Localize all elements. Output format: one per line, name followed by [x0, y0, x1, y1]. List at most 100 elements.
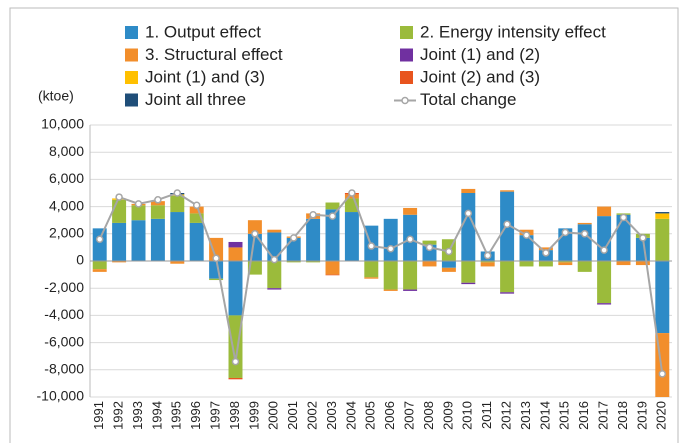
total-marker	[386, 245, 395, 253]
total-marker	[231, 357, 240, 366]
bar-segment	[228, 241, 243, 248]
legend-label: Joint all three	[145, 90, 246, 109]
bar-segment	[577, 224, 592, 261]
x-tick-label: 2002	[305, 401, 320, 430]
legend-swatch	[125, 93, 138, 107]
bar-segment	[209, 278, 224, 281]
total-marker	[464, 209, 473, 218]
y-tick-label: 4,000	[49, 197, 84, 213]
bar-segment	[500, 190, 515, 192]
y-axis-label: (ktoe)	[38, 88, 74, 104]
bar-segment	[170, 261, 185, 264]
bar-segment	[267, 288, 282, 290]
total-marker	[600, 246, 608, 254]
x-tick-label: 1992	[111, 401, 126, 430]
x-tick-label: 2011	[479, 401, 494, 429]
bar-segment	[112, 261, 127, 263]
x-tick-label: 1993	[130, 401, 145, 430]
x-tick-label: 2005	[363, 401, 378, 430]
bar-segment	[267, 229, 282, 233]
bar-segment	[189, 206, 204, 214]
bar-segment	[344, 212, 359, 261]
x-tick-label: 2012	[499, 401, 514, 430]
legend-swatch	[400, 48, 413, 62]
x-tick-label: 2000	[266, 401, 281, 430]
x-tick-label: 2007	[402, 401, 417, 430]
total-marker	[406, 235, 414, 243]
total-marker	[483, 251, 492, 260]
bar-segment	[325, 209, 340, 261]
bar-segment	[189, 213, 204, 223]
bar-segment	[441, 261, 456, 268]
bar-segment	[461, 261, 476, 283]
total-marker	[348, 189, 356, 197]
total-marker	[658, 370, 667, 378]
bar-segment	[519, 261, 534, 267]
bar-segment	[655, 218, 670, 261]
bar-segment	[247, 220, 262, 234]
total-marker	[212, 254, 220, 263]
total-marker	[367, 242, 376, 250]
bar-segment	[538, 261, 553, 267]
bar-segment	[441, 267, 456, 272]
bar-segment	[597, 261, 612, 304]
bar-segment	[538, 247, 553, 251]
legend-label: 3. Structural effect	[145, 45, 283, 64]
bar-segment	[655, 261, 670, 334]
total-marker	[522, 231, 531, 239]
total-marker	[251, 230, 259, 238]
y-tick-label: 2,000	[49, 225, 84, 241]
x-tick-label: 2016	[576, 401, 591, 430]
total-marker	[445, 247, 453, 256]
bar-segment	[519, 235, 534, 261]
bar-segment	[383, 218, 398, 261]
total-marker	[173, 189, 182, 197]
bar-segment	[597, 216, 612, 261]
bar-segment	[112, 199, 127, 223]
bar-segment	[616, 261, 631, 266]
bar-segment	[247, 261, 262, 275]
bar-segment	[383, 289, 398, 291]
legend-swatch	[400, 26, 413, 39]
bar-segment	[577, 222, 592, 225]
x-tick-label: 2008	[421, 401, 436, 430]
bar-segment	[422, 261, 437, 267]
bar-segment	[403, 289, 418, 291]
bar-segment	[364, 277, 379, 279]
bar-segment	[92, 261, 107, 270]
x-tick-label: 1996	[188, 401, 203, 430]
bar-segment	[150, 205, 165, 219]
x-tick-label: 1994	[149, 401, 164, 430]
bar-segment	[306, 218, 321, 261]
bar-segment	[170, 195, 185, 213]
bar-segment	[461, 282, 476, 285]
y-tick-label: 10,000	[41, 116, 84, 132]
bar-segment	[228, 261, 243, 316]
total-marker	[639, 234, 647, 242]
x-tick-label: 2003	[324, 401, 339, 430]
bar-segment	[616, 214, 631, 261]
bar-segment	[286, 237, 301, 261]
bar-segment	[112, 222, 127, 261]
bar-segment	[500, 261, 515, 293]
x-tick-label: 1997	[208, 401, 223, 430]
x-tick-label: 2004	[343, 401, 358, 430]
y-tick-label: 8,000	[49, 143, 84, 159]
bar-segment	[635, 237, 650, 261]
bar-segment	[267, 261, 282, 289]
x-tick-label: 1999	[246, 401, 261, 430]
x-tick-label: 2009	[440, 401, 455, 430]
bar-segment	[422, 240, 437, 245]
bar-segment	[500, 292, 515, 294]
legend-swatch	[400, 71, 413, 84]
y-tick-label: -8,000	[44, 361, 84, 377]
total-marker	[289, 234, 298, 242]
bar-segment	[228, 247, 243, 261]
legend-swatch	[125, 71, 138, 84]
x-tick-label: 2017	[596, 401, 611, 430]
chart-frame	[9, 7, 679, 448]
bar-segment	[635, 261, 650, 266]
bar-segment	[480, 261, 495, 263]
bar-segment	[403, 261, 418, 290]
bar-segment	[558, 261, 573, 263]
